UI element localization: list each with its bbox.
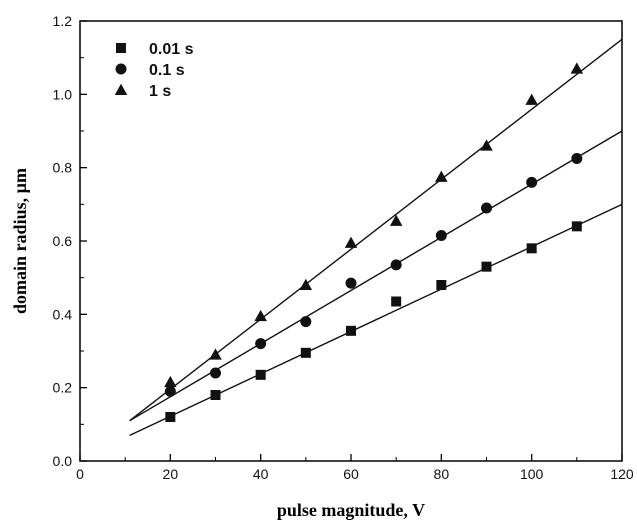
data-point-circle <box>526 176 538 188</box>
data-point-square <box>165 412 176 422</box>
data-point-square <box>391 296 402 307</box>
x-tick-label: 80 <box>434 466 450 482</box>
data-point-triangle <box>570 62 584 74</box>
data-markers <box>164 62 584 422</box>
data-point-triangle <box>389 214 403 226</box>
fit-lines <box>129 38 623 436</box>
y-tick-label: 0.0 <box>53 453 73 469</box>
legend-marker-square <box>116 43 126 53</box>
y-tick-label: 0.2 <box>53 380 73 396</box>
x-tick-label: 60 <box>343 466 359 482</box>
fit-line-0-1-s <box>129 130 623 422</box>
axis-ticks <box>79 20 623 462</box>
data-point-circle <box>210 367 221 379</box>
y-tick-label: 0.8 <box>53 160 73 176</box>
data-point-square <box>571 221 582 232</box>
data-point-triangle <box>254 309 267 322</box>
data-point-circle <box>390 259 402 271</box>
x-tick-label: 0 <box>76 466 84 482</box>
legend-label: 0.1 s <box>149 62 185 79</box>
data-point-circle <box>255 338 267 350</box>
data-point-circle <box>164 385 176 397</box>
y-axis-title: domain radius, µm <box>10 168 30 314</box>
data-point-square <box>526 243 537 254</box>
legend-marker-triangle <box>114 83 128 95</box>
data-point-triangle <box>209 348 222 360</box>
data-point-triangle <box>525 93 538 105</box>
data-point-circle <box>571 153 583 164</box>
data-point-square <box>255 369 266 380</box>
tick-labels: 0 20 40 60 80 100 120 0.0 0.2 0.4 0.6 0.8 1.0 1.2 <box>53 13 634 482</box>
data-point-triangle <box>164 375 177 388</box>
fit-line-1-s <box>129 38 623 422</box>
legend: 0.01 s 0.1 s 1 s <box>114 41 194 100</box>
x-tick-label: 20 <box>163 466 179 482</box>
data-point-circle <box>300 316 312 328</box>
data-point-square <box>300 347 311 358</box>
legend-label: 0.01 s <box>149 41 194 58</box>
data-point-circle <box>481 202 492 214</box>
fit-line-0-01-s <box>129 203 623 436</box>
data-point-circle <box>345 277 357 289</box>
data-point-triangle <box>435 170 448 182</box>
x-tick-label: 100 <box>520 466 544 482</box>
y-tick-label: 1.2 <box>53 13 73 29</box>
x-tick-label: 40 <box>253 466 269 482</box>
y-tick-label: 0.4 <box>53 306 73 322</box>
data-point-triangle <box>480 139 493 151</box>
x-tick-label: 120 <box>610 466 634 482</box>
data-point-circle <box>435 230 447 241</box>
data-point-square <box>210 390 221 400</box>
y-tick-label: 0.6 <box>53 233 73 249</box>
data-point-square <box>346 325 356 336</box>
data-point-triangle <box>299 278 313 290</box>
legend-marker-circle <box>115 63 127 75</box>
x-axis-title: pulse magnitude, V <box>277 500 425 520</box>
data-point-triangle <box>344 236 358 248</box>
data-point-square <box>481 261 492 272</box>
legend-label: 1 s <box>149 83 171 100</box>
data-point-square <box>436 280 447 290</box>
y-tick-label: 1.0 <box>53 86 73 102</box>
